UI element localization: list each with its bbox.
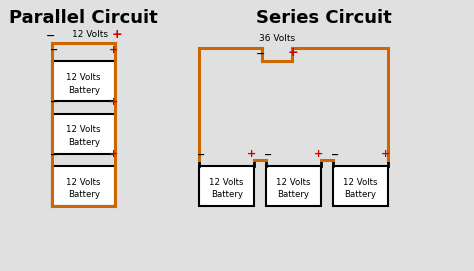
Text: 12 Volts: 12 Volts [66,178,101,187]
Bar [200,166,254,206]
Text: Battery: Battery [68,138,100,147]
Text: Battery: Battery [278,191,310,199]
Text: +: + [111,28,122,41]
Text: 12 Volts: 12 Volts [343,178,378,187]
Text: −: − [264,149,273,159]
Text: −: − [50,97,58,107]
Bar [52,114,115,154]
Text: Battery: Battery [68,86,100,95]
Text: +: + [109,44,118,54]
Bar [266,166,321,206]
Text: +: + [314,149,323,159]
Text: 12 Volts: 12 Volts [210,178,244,187]
Text: +: + [109,149,118,159]
Bar [52,166,115,206]
Text: Battery: Battery [210,191,243,199]
Text: −: − [331,149,339,159]
Text: 36 Volts: 36 Volts [259,34,295,43]
Text: 12 Volts: 12 Volts [66,73,101,82]
Text: 12 Volts: 12 Volts [72,30,108,39]
Text: +: + [288,46,299,59]
Text: −: − [256,49,265,59]
Text: Parallel Circuit: Parallel Circuit [9,9,158,27]
Text: +: + [381,149,390,159]
Text: −: − [50,149,58,159]
Text: Battery: Battery [345,191,376,199]
Text: 12 Volts: 12 Volts [276,178,311,187]
Text: Battery: Battery [68,191,100,199]
Bar [52,61,115,101]
Text: +: + [247,149,256,159]
Text: −: − [50,44,58,54]
Text: Series Circuit: Series Circuit [256,9,392,27]
Text: 12 Volts: 12 Volts [66,125,101,134]
Bar [333,166,388,206]
Text: −: − [46,31,55,41]
Text: −: − [198,149,206,159]
Text: +: + [109,97,118,107]
